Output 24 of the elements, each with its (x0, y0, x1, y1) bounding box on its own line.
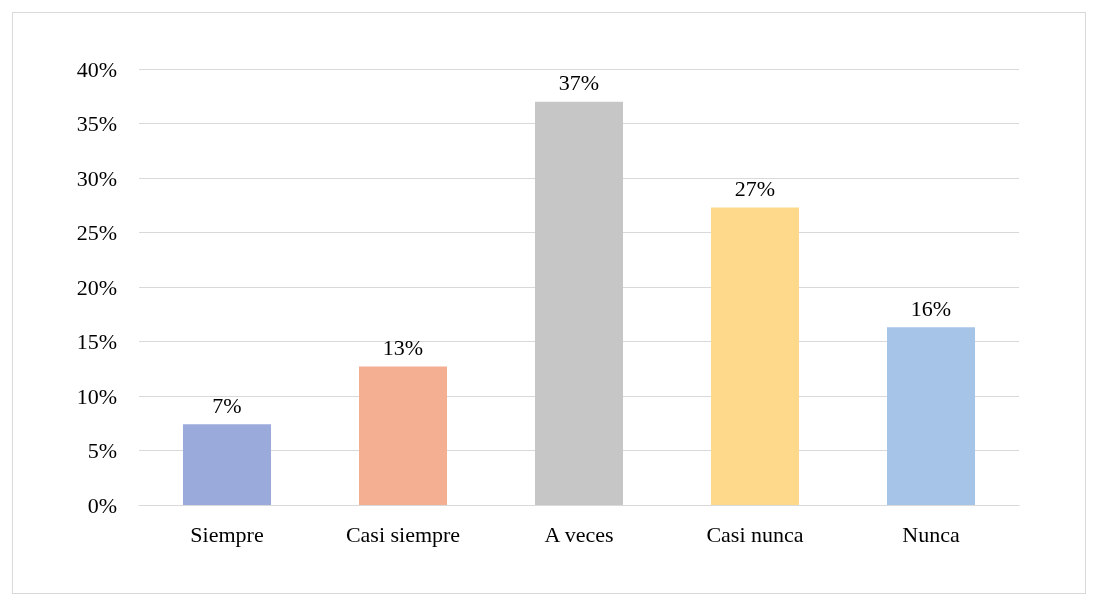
y-tick-label: 35% (76, 111, 117, 136)
bar (711, 207, 799, 505)
data-label: 37% (558, 70, 600, 96)
y-tick-label: 40% (76, 56, 117, 82)
y-tick-label: 20% (76, 274, 117, 300)
x-tick-label: Nunca (902, 521, 960, 547)
data-label: 13% (382, 335, 424, 361)
data-label: 7% (212, 392, 242, 418)
y-tick-label: 15% (76, 329, 117, 354)
bar (359, 366, 447, 505)
y-tick-label: 5% (87, 438, 117, 463)
x-tick-label: Casi siempre (345, 521, 461, 547)
y-tick-label: 25% (76, 220, 117, 245)
data-label: 16% (910, 295, 952, 321)
x-tick-label: Casi nunca (706, 521, 804, 547)
y-tick-label: 10% (76, 383, 117, 409)
bar (183, 424, 271, 505)
y-tick-label: 30% (76, 165, 117, 191)
y-tick-label: 0% (87, 492, 117, 518)
bar (535, 101, 623, 505)
x-tick-label: A veces (544, 521, 614, 547)
bar (887, 327, 975, 505)
x-tick-label: Siempre (190, 521, 264, 547)
data-label: 27% (734, 175, 776, 201)
